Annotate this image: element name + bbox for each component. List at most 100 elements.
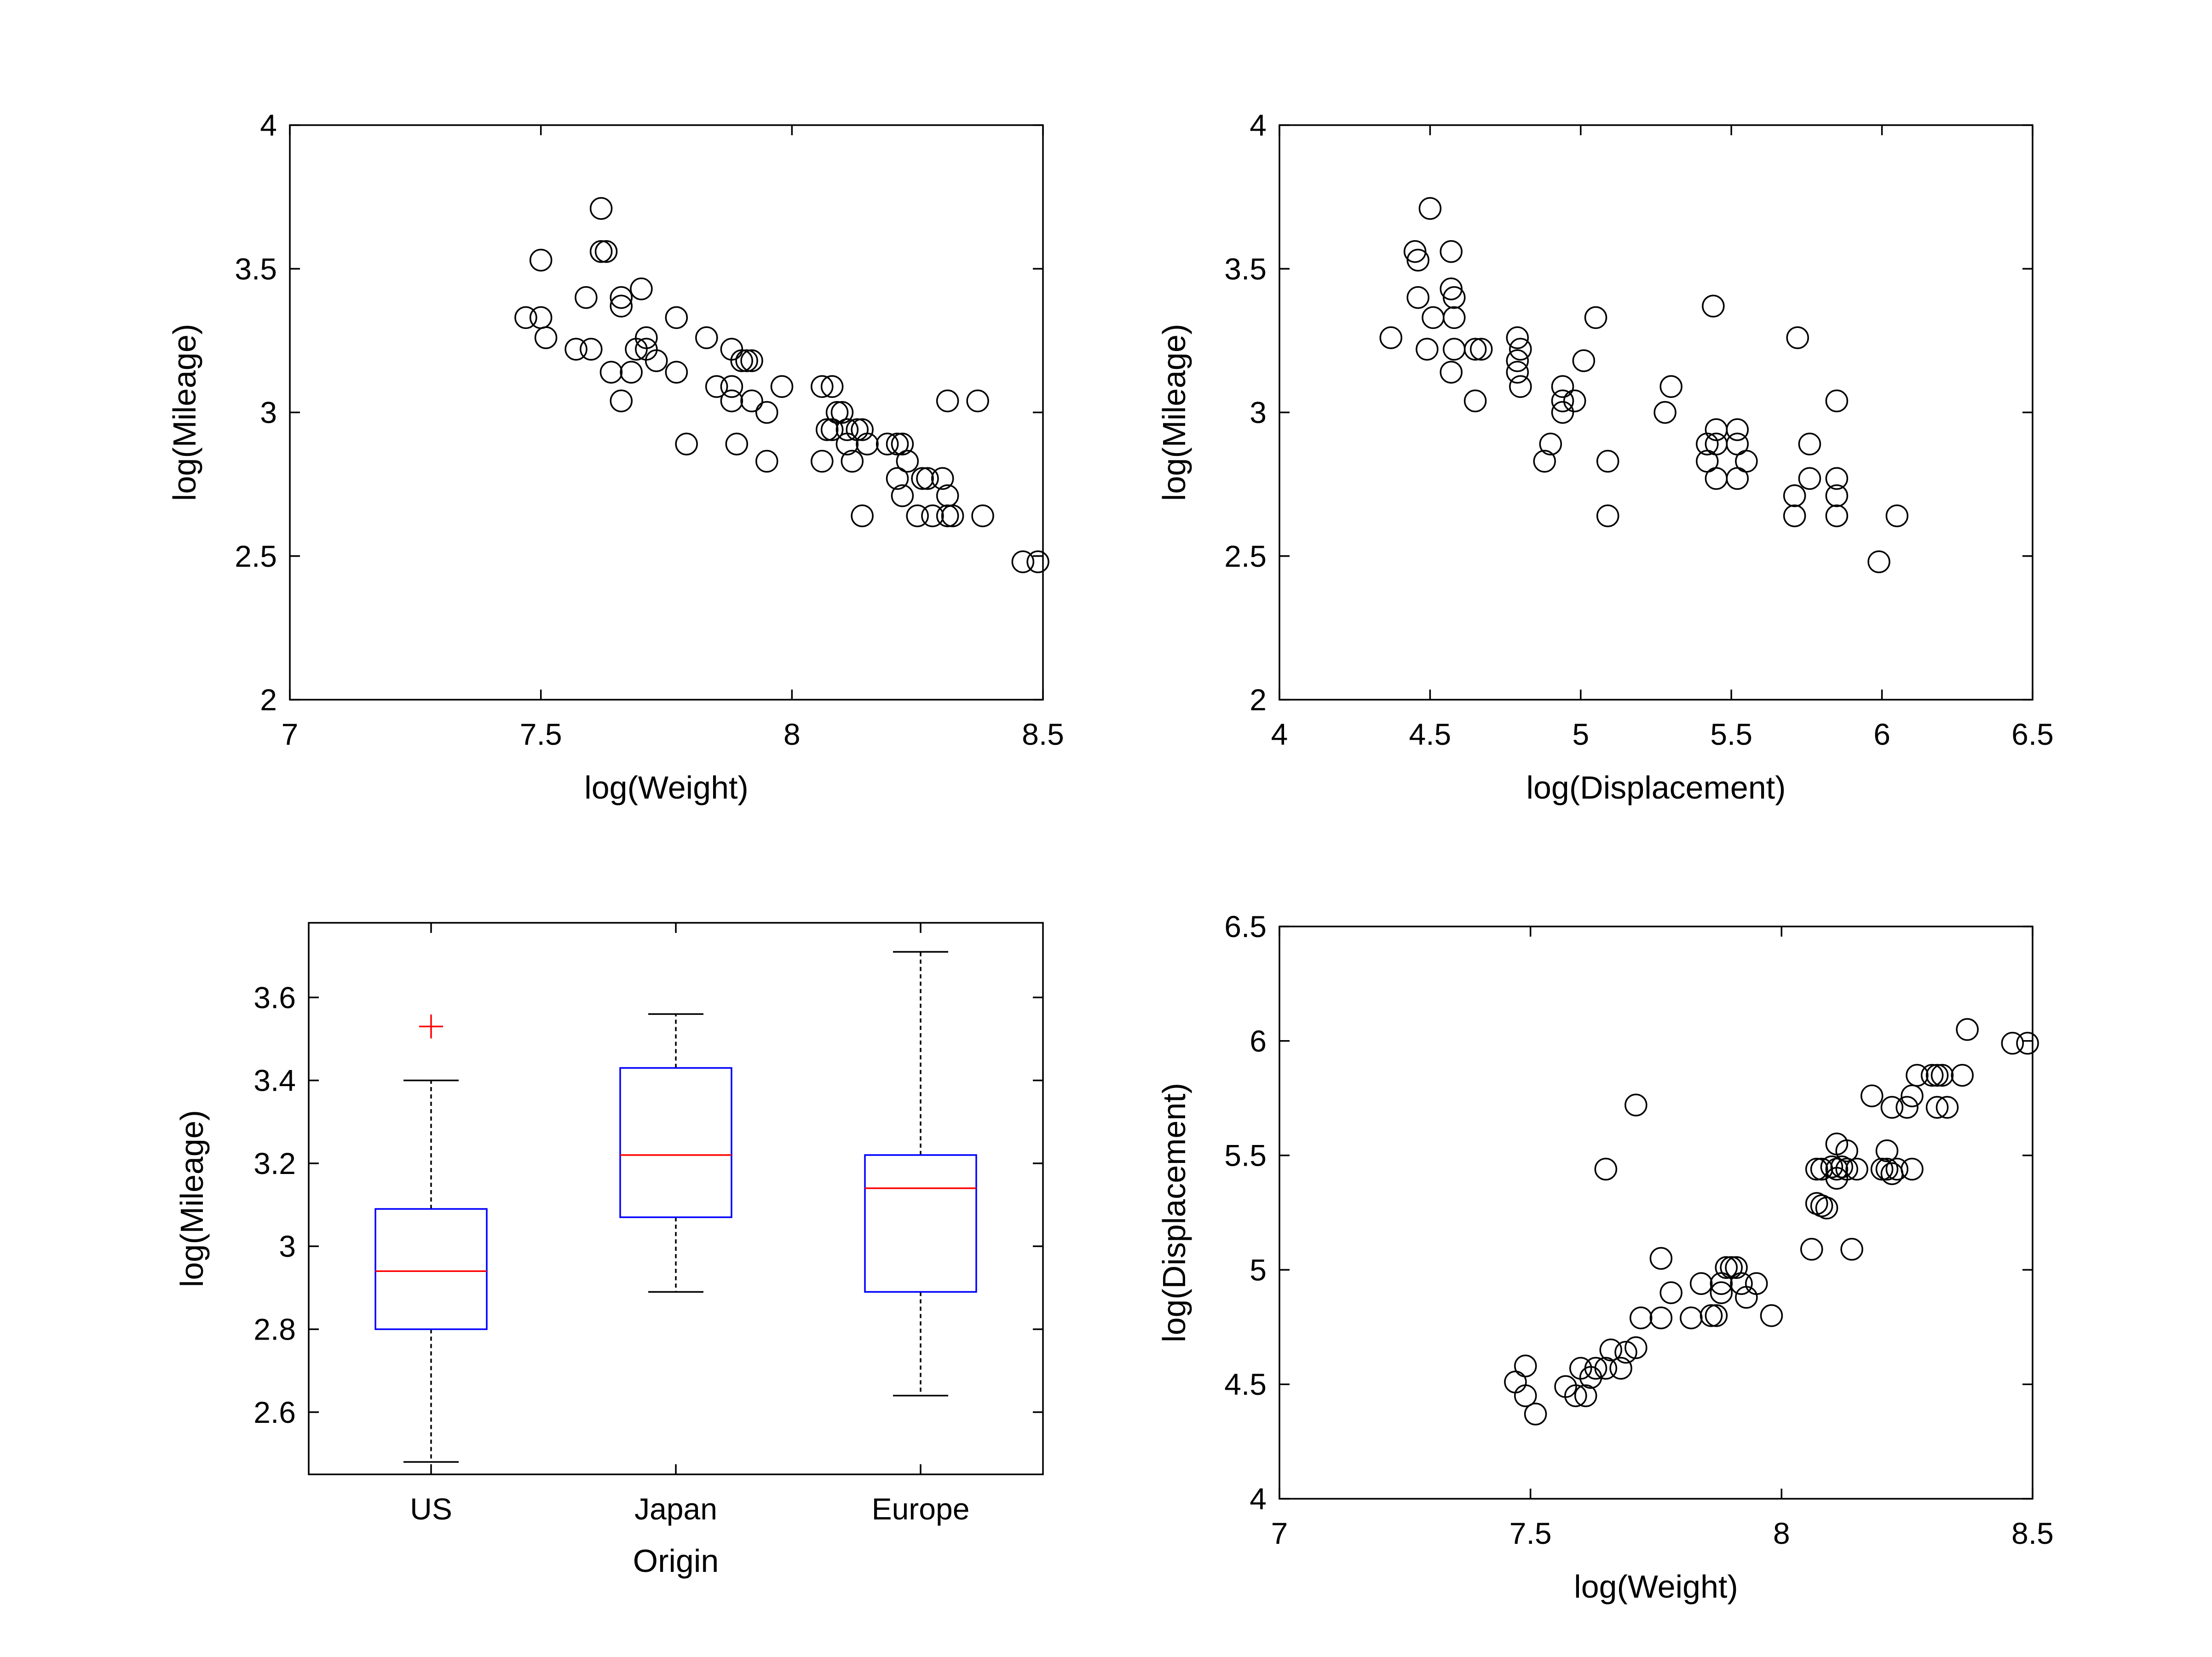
- data-point: [1880, 1096, 1904, 1119]
- data-point: [1506, 349, 1529, 372]
- data-point: [886, 467, 909, 490]
- data-point: [1956, 1018, 1979, 1041]
- data-point: [1551, 401, 1574, 424]
- data-point: [1572, 349, 1596, 372]
- y-tick-label: 2.5: [1224, 539, 1267, 573]
- data-point: [1506, 326, 1529, 349]
- data-point: [1825, 1157, 1849, 1181]
- data-point: [1901, 1157, 1924, 1181]
- data-point: [1584, 306, 1607, 329]
- data-point: [1925, 1064, 1949, 1087]
- data-point: [1825, 484, 1849, 507]
- scatter-displacement-vs-mileage: 4 4.5 5 5.5 6 6.5 2 2.5 3 3.5 4 log(Displacement) lo…: [1156, 108, 2054, 805]
- data-point: [1835, 1157, 1858, 1181]
- data-point: [835, 418, 859, 441]
- data-point: [1596, 449, 1619, 473]
- y-tick-label: 3.4: [253, 1064, 296, 1098]
- data-point: [755, 449, 778, 473]
- data-point: [811, 375, 834, 398]
- data-point: [1539, 432, 1562, 455]
- data-point: [1379, 326, 1403, 349]
- data-point: [1726, 418, 1749, 441]
- data-point: [720, 375, 743, 398]
- y-tick-label: 5: [1250, 1253, 1267, 1287]
- data-point: [2001, 1032, 2024, 1055]
- y-tick-label: 2: [260, 683, 277, 717]
- x-tick-label: 7.5: [1509, 1516, 1552, 1550]
- data-point: [1551, 375, 1574, 398]
- box-group: [864, 951, 977, 1397]
- y-tick-label: 4: [1250, 108, 1267, 142]
- data-point: [589, 240, 613, 263]
- data-point: [630, 277, 653, 300]
- data-point: [1861, 1084, 1884, 1107]
- data-point: [1026, 550, 1049, 573]
- data-point: [931, 467, 954, 490]
- y-tick-label: 3.5: [1224, 252, 1267, 286]
- data-point: [1901, 1084, 1924, 1107]
- data-point: [529, 306, 553, 329]
- data-point: [1715, 1256, 1738, 1279]
- data-point: [1509, 375, 1532, 398]
- data-point: [1574, 1384, 1597, 1407]
- data-point: [1875, 1157, 1899, 1181]
- data-point: [1463, 389, 1487, 413]
- data-point: [916, 467, 939, 490]
- data-point: [1594, 1157, 1618, 1181]
- x-tick-label: 4: [1271, 717, 1288, 751]
- y-tick-label: 2.5: [235, 539, 277, 573]
- data-point: [1835, 1139, 1858, 1162]
- data-point: [815, 418, 839, 441]
- data-point: [966, 389, 989, 413]
- data-point: [1845, 1157, 1868, 1181]
- box-group: [619, 1013, 732, 1293]
- x-tick-label: 8.5: [2011, 1516, 2054, 1550]
- data-point: [1696, 432, 1719, 455]
- y-tick-label: 3: [260, 396, 277, 430]
- data-points: [1379, 197, 1909, 573]
- data-point: [705, 375, 728, 398]
- y-tick-label: 4: [260, 108, 277, 142]
- y-axis-label: log(Mileage): [167, 324, 202, 501]
- data-point: [529, 248, 553, 272]
- data-point: [645, 349, 668, 372]
- data-point: [1504, 1370, 1527, 1393]
- data-point: [891, 484, 914, 507]
- data-point: [1011, 550, 1035, 573]
- data-point: [1443, 286, 1466, 309]
- data-point: [936, 389, 959, 413]
- x-tick-label: 8.5: [1022, 717, 1064, 751]
- boxplot-mileage-by-origin: 2.6 2.8 3 3.2 3.4 3.6 US Japan Europe Origin log(M…: [174, 922, 1044, 1579]
- data-point: [856, 432, 879, 455]
- data-point: [740, 389, 763, 413]
- data-point: [876, 432, 899, 455]
- data-point: [971, 504, 994, 528]
- data-point: [1702, 294, 1725, 318]
- data-point: [1783, 484, 1806, 507]
- data-points: [1504, 1018, 2039, 1426]
- data-point: [825, 401, 849, 424]
- data-point: [1443, 306, 1466, 329]
- data-point: [1936, 1096, 1959, 1119]
- y-tick-label: 2.6: [253, 1395, 296, 1429]
- x-tick-label: 4.5: [1409, 717, 1452, 751]
- data-point: [1506, 361, 1529, 384]
- data-point: [740, 349, 763, 372]
- plot-frame: [1279, 124, 2033, 701]
- data-point: [1614, 1341, 1637, 1364]
- data-point: [1925, 1096, 1949, 1119]
- x-tick-label: 6: [1873, 717, 1890, 751]
- data-point: [1659, 375, 1682, 398]
- data-point: [1830, 1155, 1854, 1179]
- data-point: [610, 389, 633, 413]
- data-point: [1867, 550, 1890, 573]
- data-point: [1680, 1306, 1703, 1329]
- data-point: [720, 389, 743, 413]
- data-point: [851, 504, 874, 528]
- data-point: [820, 418, 844, 441]
- x-tick-label: 7.5: [520, 717, 562, 751]
- data-point: [695, 326, 718, 349]
- data-point: [1533, 449, 1556, 473]
- data-point: [1720, 1256, 1743, 1279]
- data-point: [811, 449, 834, 473]
